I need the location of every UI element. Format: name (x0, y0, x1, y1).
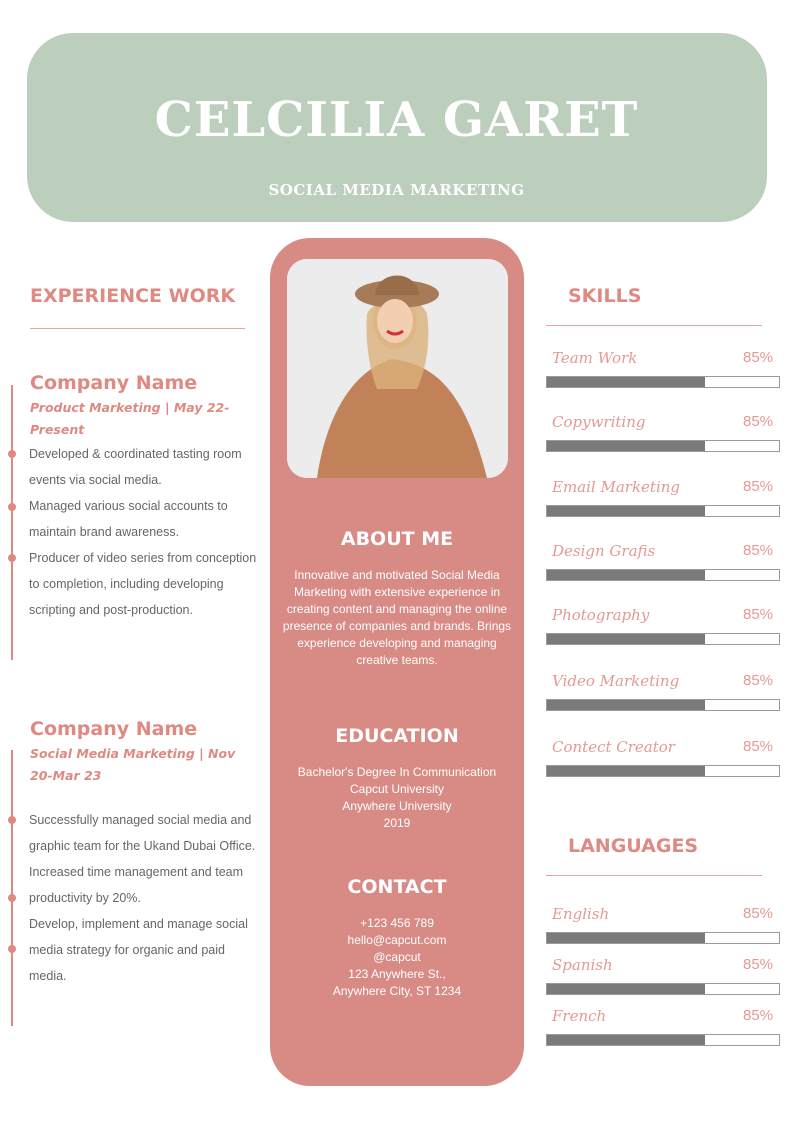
bullet-dot (8, 945, 16, 953)
skills-label: Copywriting (552, 413, 646, 431)
about-title: ABOUT ME (340, 528, 454, 550)
languages-percent: 85% (743, 956, 774, 973)
candidate-name: CELCILIA GARET (154, 92, 639, 148)
skills-title: SKILLS (568, 285, 642, 307)
bullet-dot (8, 894, 16, 902)
skills-label: Contect Creator (552, 738, 675, 756)
education-title: EDUCATION (335, 725, 459, 747)
divider (546, 325, 762, 326)
contact-phone: +123 456 789 (360, 916, 434, 930)
contact-address: 123 Anywhere St., (348, 967, 446, 981)
skills-percent: 85% (743, 542, 774, 559)
education-details: Bachelor's Degree In Communication Capcu… (282, 764, 512, 832)
timeline-line (11, 750, 13, 1026)
divider (546, 875, 762, 876)
education-school-2: Anywhere University (342, 799, 452, 813)
languages-bar (546, 983, 780, 995)
contact-city: Anywhere City, ST 1234 (332, 984, 462, 998)
skills-bar-fill (547, 441, 705, 451)
skills-label: Email Marketing (552, 478, 681, 496)
bullet-dot (8, 816, 16, 824)
timeline-line (11, 385, 13, 660)
contact-title: CONTACT (347, 876, 447, 898)
skills-bar (546, 765, 780, 777)
languages-label: English (552, 905, 610, 923)
bullet-dot (8, 503, 16, 511)
skills-bar (546, 376, 780, 388)
skills-percent: 85% (743, 672, 774, 689)
bullet-text: Developed & coordinated tasting room eve… (29, 447, 242, 487)
profile-photo (287, 259, 508, 478)
contact-email: hello@capcut.com (347, 933, 447, 947)
languages-title: LANGUAGES (568, 835, 699, 857)
skills-bar (546, 440, 780, 452)
company-name: Company Name (30, 372, 198, 394)
skills-bar-fill (547, 570, 705, 580)
skills-label: Design Grafis (552, 542, 656, 560)
languages-bar-fill (547, 933, 705, 943)
languages-bar (546, 932, 780, 944)
contact-handle: @capcut (373, 950, 421, 964)
languages-bar (546, 1034, 780, 1046)
contact-details: +123 456 789 hello@capcut.com @capcut 12… (282, 915, 512, 1000)
languages-percent: 85% (743, 1007, 774, 1024)
experience-title: EXPERIENCE WORK (30, 285, 236, 307)
skills-bar (546, 699, 780, 711)
languages-label: Spanish (552, 956, 613, 974)
skills-bar (546, 569, 780, 581)
education-year: 2019 (383, 816, 411, 830)
bullet-dot (8, 450, 16, 458)
skills-bar-fill (547, 634, 705, 644)
education-degree: Bachelor's Degree In Communication (297, 765, 497, 779)
about-text: Innovative and motivated Social Media Ma… (282, 568, 512, 667)
languages-bar-fill (547, 1035, 705, 1045)
bullet-text: Managed various social accounts to maint… (29, 499, 228, 539)
languages-label: French (552, 1007, 607, 1025)
bullet-text: Producer of video series from conception… (29, 551, 257, 617)
divider (30, 328, 245, 329)
skills-bar (546, 633, 780, 645)
skills-percent: 85% (743, 349, 774, 366)
skills-bar-fill (547, 700, 705, 710)
skills-bar-fill (547, 506, 705, 516)
bullet-text: Successfully managed social media and gr… (29, 813, 256, 853)
skills-bar (546, 505, 780, 517)
company-name: Company Name (30, 718, 198, 740)
job-bullets: Successfully managed social media and gr… (29, 807, 259, 989)
skills-percent: 85% (743, 606, 774, 623)
skills-bar-fill (547, 766, 705, 776)
education-school: Capcut University (349, 782, 445, 796)
skills-bar-fill (547, 377, 705, 387)
bullet-dot (8, 554, 16, 562)
languages-bar-fill (547, 984, 705, 994)
skills-label: Team Work (552, 349, 638, 367)
skills-label: Photography (552, 606, 650, 624)
bullet-text: Develop, implement and manage social med… (29, 917, 248, 983)
job-bullets: Developed & coordinated tasting room eve… (29, 441, 259, 623)
job-subtitle: Product Marketing | May 22-Present (30, 400, 230, 437)
candidate-role: SOCIAL MEDIA MARKETING (268, 181, 525, 199)
skills-percent: 85% (743, 478, 774, 495)
header-banner (27, 33, 767, 222)
skills-label: Video Marketing (552, 672, 680, 690)
skills-percent: 85% (743, 413, 774, 430)
job-subtitle: Social Media Marketing | Nov 20-Mar 23 (30, 746, 236, 783)
bullet-text: Increased time management and team produ… (29, 865, 244, 905)
skills-percent: 85% (743, 738, 774, 755)
languages-percent: 85% (743, 905, 774, 922)
